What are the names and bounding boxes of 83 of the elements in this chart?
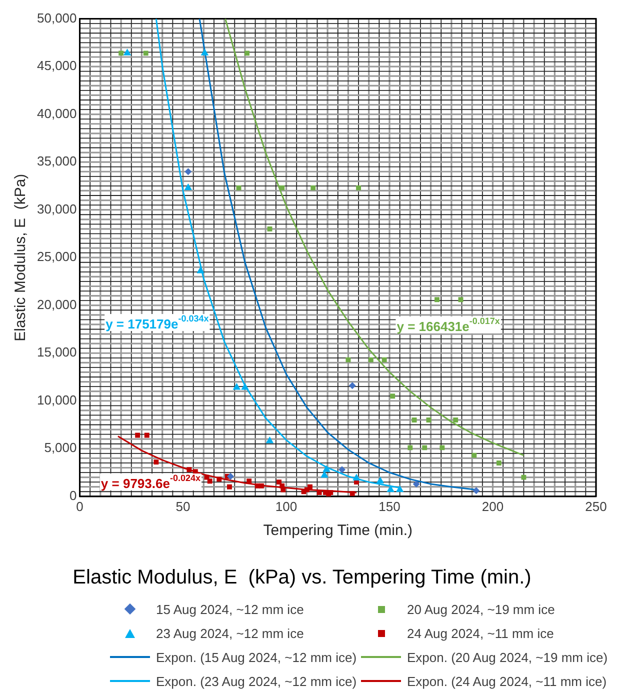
point <box>246 478 252 484</box>
legend-label: Expon. (24 Aug 2024, ~11 mm ice) <box>407 674 607 688</box>
x-tick-label: 200 <box>482 498 504 514</box>
x-tick-label: 100 <box>275 498 298 514</box>
legend-label: 23 Aug 2024, ~12 mm ice <box>156 626 304 640</box>
y-tick-label: 50,000 <box>36 10 77 26</box>
point <box>310 185 316 190</box>
point <box>521 474 526 480</box>
legend-label: 15 Aug 2024, ~12 mm ice <box>156 602 304 616</box>
point <box>200 48 209 56</box>
point <box>348 382 356 390</box>
point <box>216 476 222 482</box>
point <box>408 445 413 450</box>
y-tick-label: 25,000 <box>36 249 77 264</box>
point <box>186 467 192 472</box>
point <box>338 466 346 474</box>
point <box>322 465 330 472</box>
point <box>386 485 394 492</box>
y-tick-label: 10,000 <box>36 392 77 408</box>
point <box>472 487 480 494</box>
point <box>356 185 362 190</box>
point <box>267 226 272 232</box>
point <box>135 432 140 438</box>
point <box>143 50 148 56</box>
point <box>458 297 464 302</box>
point <box>118 50 124 56</box>
point <box>154 460 159 464</box>
y-tick-label: 35,000 <box>36 154 77 169</box>
point <box>368 357 374 362</box>
point <box>280 483 285 488</box>
point <box>280 185 285 190</box>
point <box>184 168 192 176</box>
point <box>123 48 132 56</box>
point <box>276 480 282 485</box>
point <box>422 445 428 450</box>
point <box>440 445 445 450</box>
point <box>346 357 351 362</box>
legend-label: Expon. (15 Aug 2024, ~12 mm ice) <box>156 650 357 664</box>
point <box>412 418 417 422</box>
point <box>426 418 432 422</box>
point <box>453 418 458 422</box>
point <box>382 357 387 362</box>
x-tick-label: 50 <box>176 498 190 514</box>
y-tick-label: 0 <box>70 488 77 503</box>
y-tick-label: 5,000 <box>44 440 77 456</box>
point <box>320 470 328 478</box>
point <box>390 394 396 399</box>
legend-label: Expon. (20 Aug 2024, ~19 mm ice) <box>407 650 608 664</box>
x-tick-label: 150 <box>378 498 400 514</box>
point <box>244 50 250 56</box>
y-axis-title: Elastic Modulus, E (kPa) <box>12 174 30 342</box>
point <box>196 266 204 274</box>
point <box>412 480 420 488</box>
legend-label: 20 Aug 2024, ~19 mm ice <box>407 602 555 616</box>
point <box>236 185 242 190</box>
point <box>472 452 477 458</box>
point <box>241 383 249 390</box>
x-tick-label: 250 <box>585 498 607 514</box>
text: Elastic Modulus, E (kPa) vs. Tempering Time (min.) <box>72 566 532 589</box>
point <box>227 472 234 480</box>
point <box>144 432 150 438</box>
point <box>496 460 502 466</box>
y-tick-label: 20,000 <box>36 296 77 312</box>
point <box>316 490 322 496</box>
point <box>434 297 440 302</box>
point <box>226 484 232 490</box>
point <box>304 487 310 492</box>
point <box>207 478 212 484</box>
point <box>184 183 192 190</box>
point <box>396 485 404 492</box>
point <box>376 476 384 484</box>
legend-label: 24 Aug 2024, ~11 mm ice <box>407 626 554 640</box>
y-tick-label: 30,000 <box>36 201 77 216</box>
point <box>266 436 274 444</box>
y-tick-label: 45,000 <box>36 58 77 74</box>
point <box>352 474 360 480</box>
y-tick-label: 40,000 <box>36 106 77 121</box>
legend-label: Expon. (23 Aug 2024, ~12 mm ice) <box>156 674 357 688</box>
y-tick-label: 15,000 <box>36 344 77 360</box>
point <box>350 491 355 496</box>
point <box>259 483 264 488</box>
x-axis-title: Tempering Time (min.) <box>263 522 412 540</box>
point <box>232 383 241 390</box>
